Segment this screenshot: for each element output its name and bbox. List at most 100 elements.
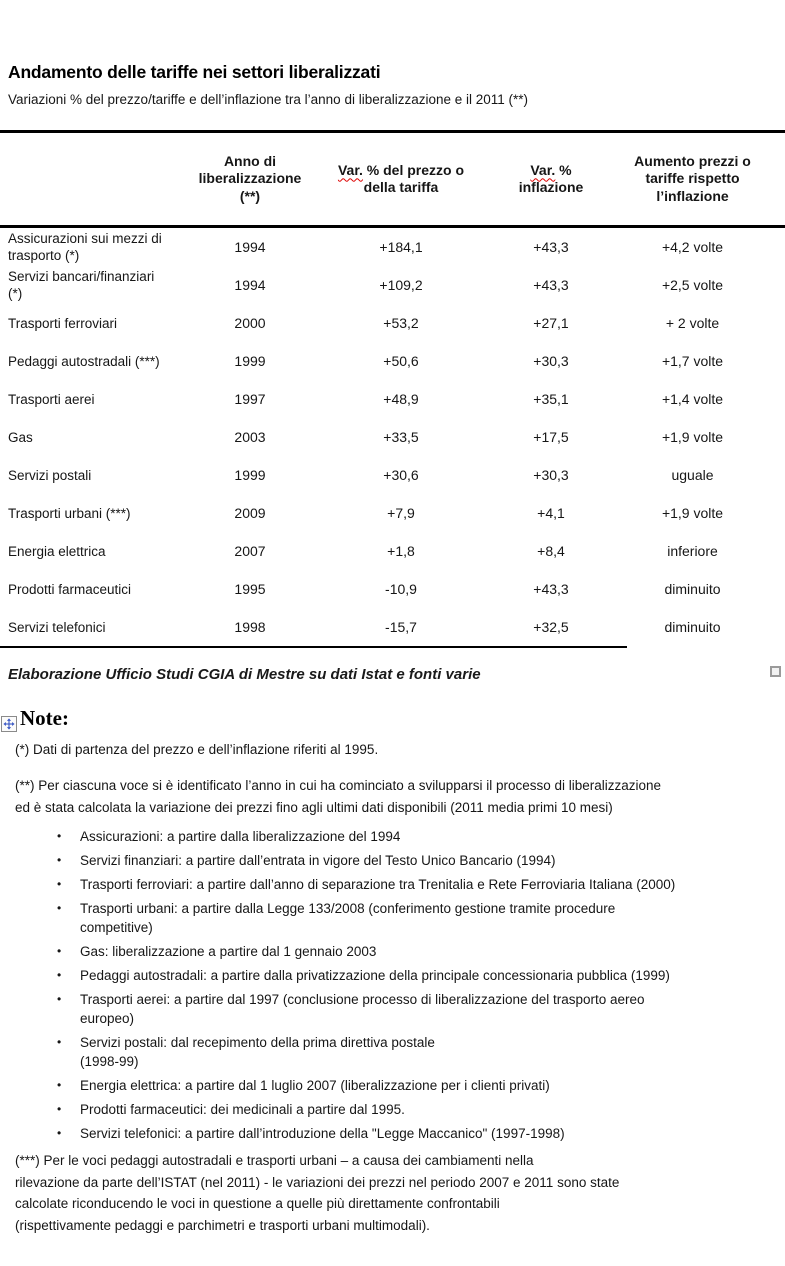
- aumento-cell: uguale: [671, 467, 714, 483]
- bullet-text: Trasporti ferroviari: a partire dall’ann…: [80, 877, 676, 892]
- var-inflazione-cell: +27,1: [533, 315, 569, 331]
- var-prezzo-cell: +50,6: [383, 353, 419, 369]
- header-var-prezzo-word: Var.: [337, 161, 363, 178]
- aumento-cell: diminuito: [664, 619, 721, 635]
- sector-cell: Assicurazioni sui mezzi di trasporto (*): [8, 231, 162, 263]
- var-inflazione-cell: +30,3: [533, 353, 569, 369]
- var-prezzo-cell: +48,9: [383, 391, 419, 407]
- notes-bullet-list: • Assicurazioni: a partire dalla liberali…: [15, 827, 771, 1148]
- bullet-text: Energia elettrica: a partire dal 1 lugli…: [80, 1078, 550, 1093]
- bullet-text: Trasporti aerei: a partire dal 1997 (con…: [80, 992, 645, 1026]
- anno-cell: 1994: [234, 277, 266, 293]
- notes-heading: Note:: [20, 706, 69, 730]
- list-item: • Servizi finanziari: a partire dall’entr…: [15, 851, 771, 870]
- anno-cell: 1999: [234, 353, 266, 369]
- var-inflazione-cell: +4,1: [537, 505, 565, 521]
- var-inflazione-cell: +30,3: [533, 467, 569, 483]
- var-inflazione-cell: +35,1: [533, 391, 569, 407]
- anno-cell: 1999: [234, 467, 266, 483]
- list-item: • Energia elettrica: a partire dal 1 lugl…: [15, 1076, 771, 1095]
- bullet-icon: •: [57, 1035, 62, 1049]
- aumento-cell: +1,4 volte: [661, 391, 724, 407]
- list-item: • Servizi postali: dal recepimento della …: [15, 1033, 771, 1071]
- bullet-icon: •: [57, 877, 62, 891]
- header-var-inflazione: Var. % inflazione: [494, 162, 608, 197]
- aumento-cell: +1,7 volte: [661, 353, 724, 369]
- bullet-icon: •: [57, 1102, 62, 1116]
- var-prezzo-cell: +7,9: [387, 505, 415, 521]
- sector-cell: Trasporti aerei: [8, 391, 95, 407]
- source-attribution: Elaborazione Ufficio Studi CGIA di Mestr…: [8, 666, 481, 683]
- var-inflazione-cell: +17,5: [533, 429, 569, 445]
- anno-cell: 2003: [234, 429, 266, 445]
- sector-cell: Servizi telefonici: [8, 619, 106, 635]
- var-prezzo-cell: -15,7: [385, 619, 417, 635]
- bullet-text: Trasporti urbani: a partire dalla Legge …: [80, 901, 616, 935]
- bullet-icon: •: [57, 944, 62, 958]
- table-top-rule: [0, 130, 785, 133]
- sector-cell: Prodotti farmaceutici: [8, 581, 132, 597]
- aumento-cell: inferiore: [667, 543, 718, 559]
- var-prezzo-cell: +30,6: [383, 467, 419, 483]
- resize-handle-icon[interactable]: [770, 666, 781, 677]
- bullet-icon: •: [57, 1078, 62, 1092]
- list-item: • Servizi telefonici: a partire dall’intr…: [15, 1124, 771, 1143]
- anno-cell: 1997: [234, 391, 266, 407]
- bullet-icon: •: [57, 1126, 62, 1140]
- var-inflazione-cell: +43,3: [533, 581, 569, 597]
- page-title: Andamento delle tariffe nei settori libe…: [8, 62, 381, 82]
- table-row: Servizi telefonici 1998 -15,7 +32,5 dimi…: [0, 608, 785, 646]
- var-prezzo-cell: +109,2: [379, 277, 423, 293]
- header-var-prezzo: Var. % del prezzo o della tariffa: [308, 162, 494, 197]
- var-inflazione-cell: +43,3: [533, 239, 569, 255]
- four-arrow-move-icon: [3, 718, 15, 730]
- header-var-prezzo-rest: % del prezzo o della tariffa: [363, 161, 465, 196]
- bullet-text: Servizi finanziari: a partire dall’entra…: [80, 853, 556, 868]
- table-row: Energia elettrica 2007 +1,8 +8,4 inferio…: [0, 532, 785, 570]
- note-single-asterisk: (*) Dati di partenza del prezzo e dell’i…: [15, 742, 379, 757]
- bullet-text: Assicurazioni: a partire dalla liberaliz…: [80, 829, 401, 844]
- var-prezzo-cell: +184,1: [379, 239, 423, 255]
- table-row: Gas 2003 +33,5 +17,5 +1,9 volte: [0, 418, 785, 456]
- bullet-icon: •: [57, 968, 62, 982]
- list-item: • Trasporti ferroviari: a partire dall’an…: [15, 875, 771, 894]
- note-double-asterisk: (**) Per ciascuna voce si è identificato…: [15, 778, 662, 815]
- sector-cell: Servizi postali: [8, 467, 92, 483]
- table-row: Servizi bancari/finanziari (*) 1994 +109…: [0, 266, 785, 304]
- aumento-cell: +1,9 volte: [661, 429, 724, 445]
- bullet-text: Prodotti farmaceutici: dei medicinali a …: [80, 1102, 405, 1117]
- page-subtitle: Variazioni % del prezzo/tariffe e dell’i…: [8, 92, 529, 107]
- var-inflazione-cell: +43,3: [533, 277, 569, 293]
- sector-cell: Energia elettrica: [8, 543, 106, 559]
- list-item: • Pedaggi autostradali: a partire dalla p…: [15, 966, 771, 985]
- sector-cell: Servizi bancari/finanziari (*): [8, 269, 155, 301]
- bullet-text: Gas: liberalizzazione a partire dal 1 ge…: [80, 944, 377, 959]
- sector-cell: Trasporti ferroviari: [8, 315, 118, 331]
- table-body: Assicurazioni sui mezzi di trasporto (*)…: [0, 228, 785, 646]
- list-item: • Gas: liberalizzazione a partire dal 1 g…: [15, 942, 771, 961]
- move-handle-icon[interactable]: [1, 716, 17, 732]
- anno-cell: 2009: [234, 505, 266, 521]
- aumento-cell: +2,5 volte: [661, 277, 724, 293]
- table-row: Prodotti farmaceutici 1995 -10,9 +43,3 d…: [0, 570, 785, 608]
- note-triple-asterisk: (***) Per le voci pedaggi autostradali e…: [15, 1153, 620, 1234]
- list-item: • Assicurazioni: a partire dalla liberali…: [15, 827, 771, 846]
- var-inflazione-cell: +32,5: [533, 619, 569, 635]
- table-row: Assicurazioni sui mezzi di trasporto (*)…: [0, 228, 785, 266]
- var-prezzo-cell: +33,5: [383, 429, 419, 445]
- table-row: Servizi postali 1999 +30,6 +30,3 uguale: [0, 456, 785, 494]
- bullet-text: Pedaggi autostradali: a partire dalla pr…: [80, 968, 670, 983]
- anno-cell: 1994: [234, 239, 266, 255]
- var-prezzo-cell: -10,9: [385, 581, 417, 597]
- table-header-row: Anno di liberalizzazione (**) Var. % del…: [0, 133, 785, 225]
- bullet-icon: •: [57, 901, 62, 915]
- aumento-cell: +4,2 volte: [661, 239, 724, 255]
- header-aumento: Aumento prezzi o tariffe rispetto l’infl…: [634, 152, 751, 204]
- aumento-cell: +1,9 volte: [661, 505, 724, 521]
- list-item: • Trasporti aerei: a partire dal 1997 (co…: [15, 990, 771, 1028]
- table-row: Trasporti urbani (***) 2009 +7,9 +4,1 +1…: [0, 494, 785, 532]
- bullet-text: Servizi telefonici: a partire dall’intro…: [80, 1126, 565, 1141]
- bullet-icon: •: [57, 992, 62, 1006]
- var-prezzo-cell: +53,2: [383, 315, 419, 331]
- list-item: • Prodotti farmaceutici: dei medicinali a…: [15, 1100, 771, 1119]
